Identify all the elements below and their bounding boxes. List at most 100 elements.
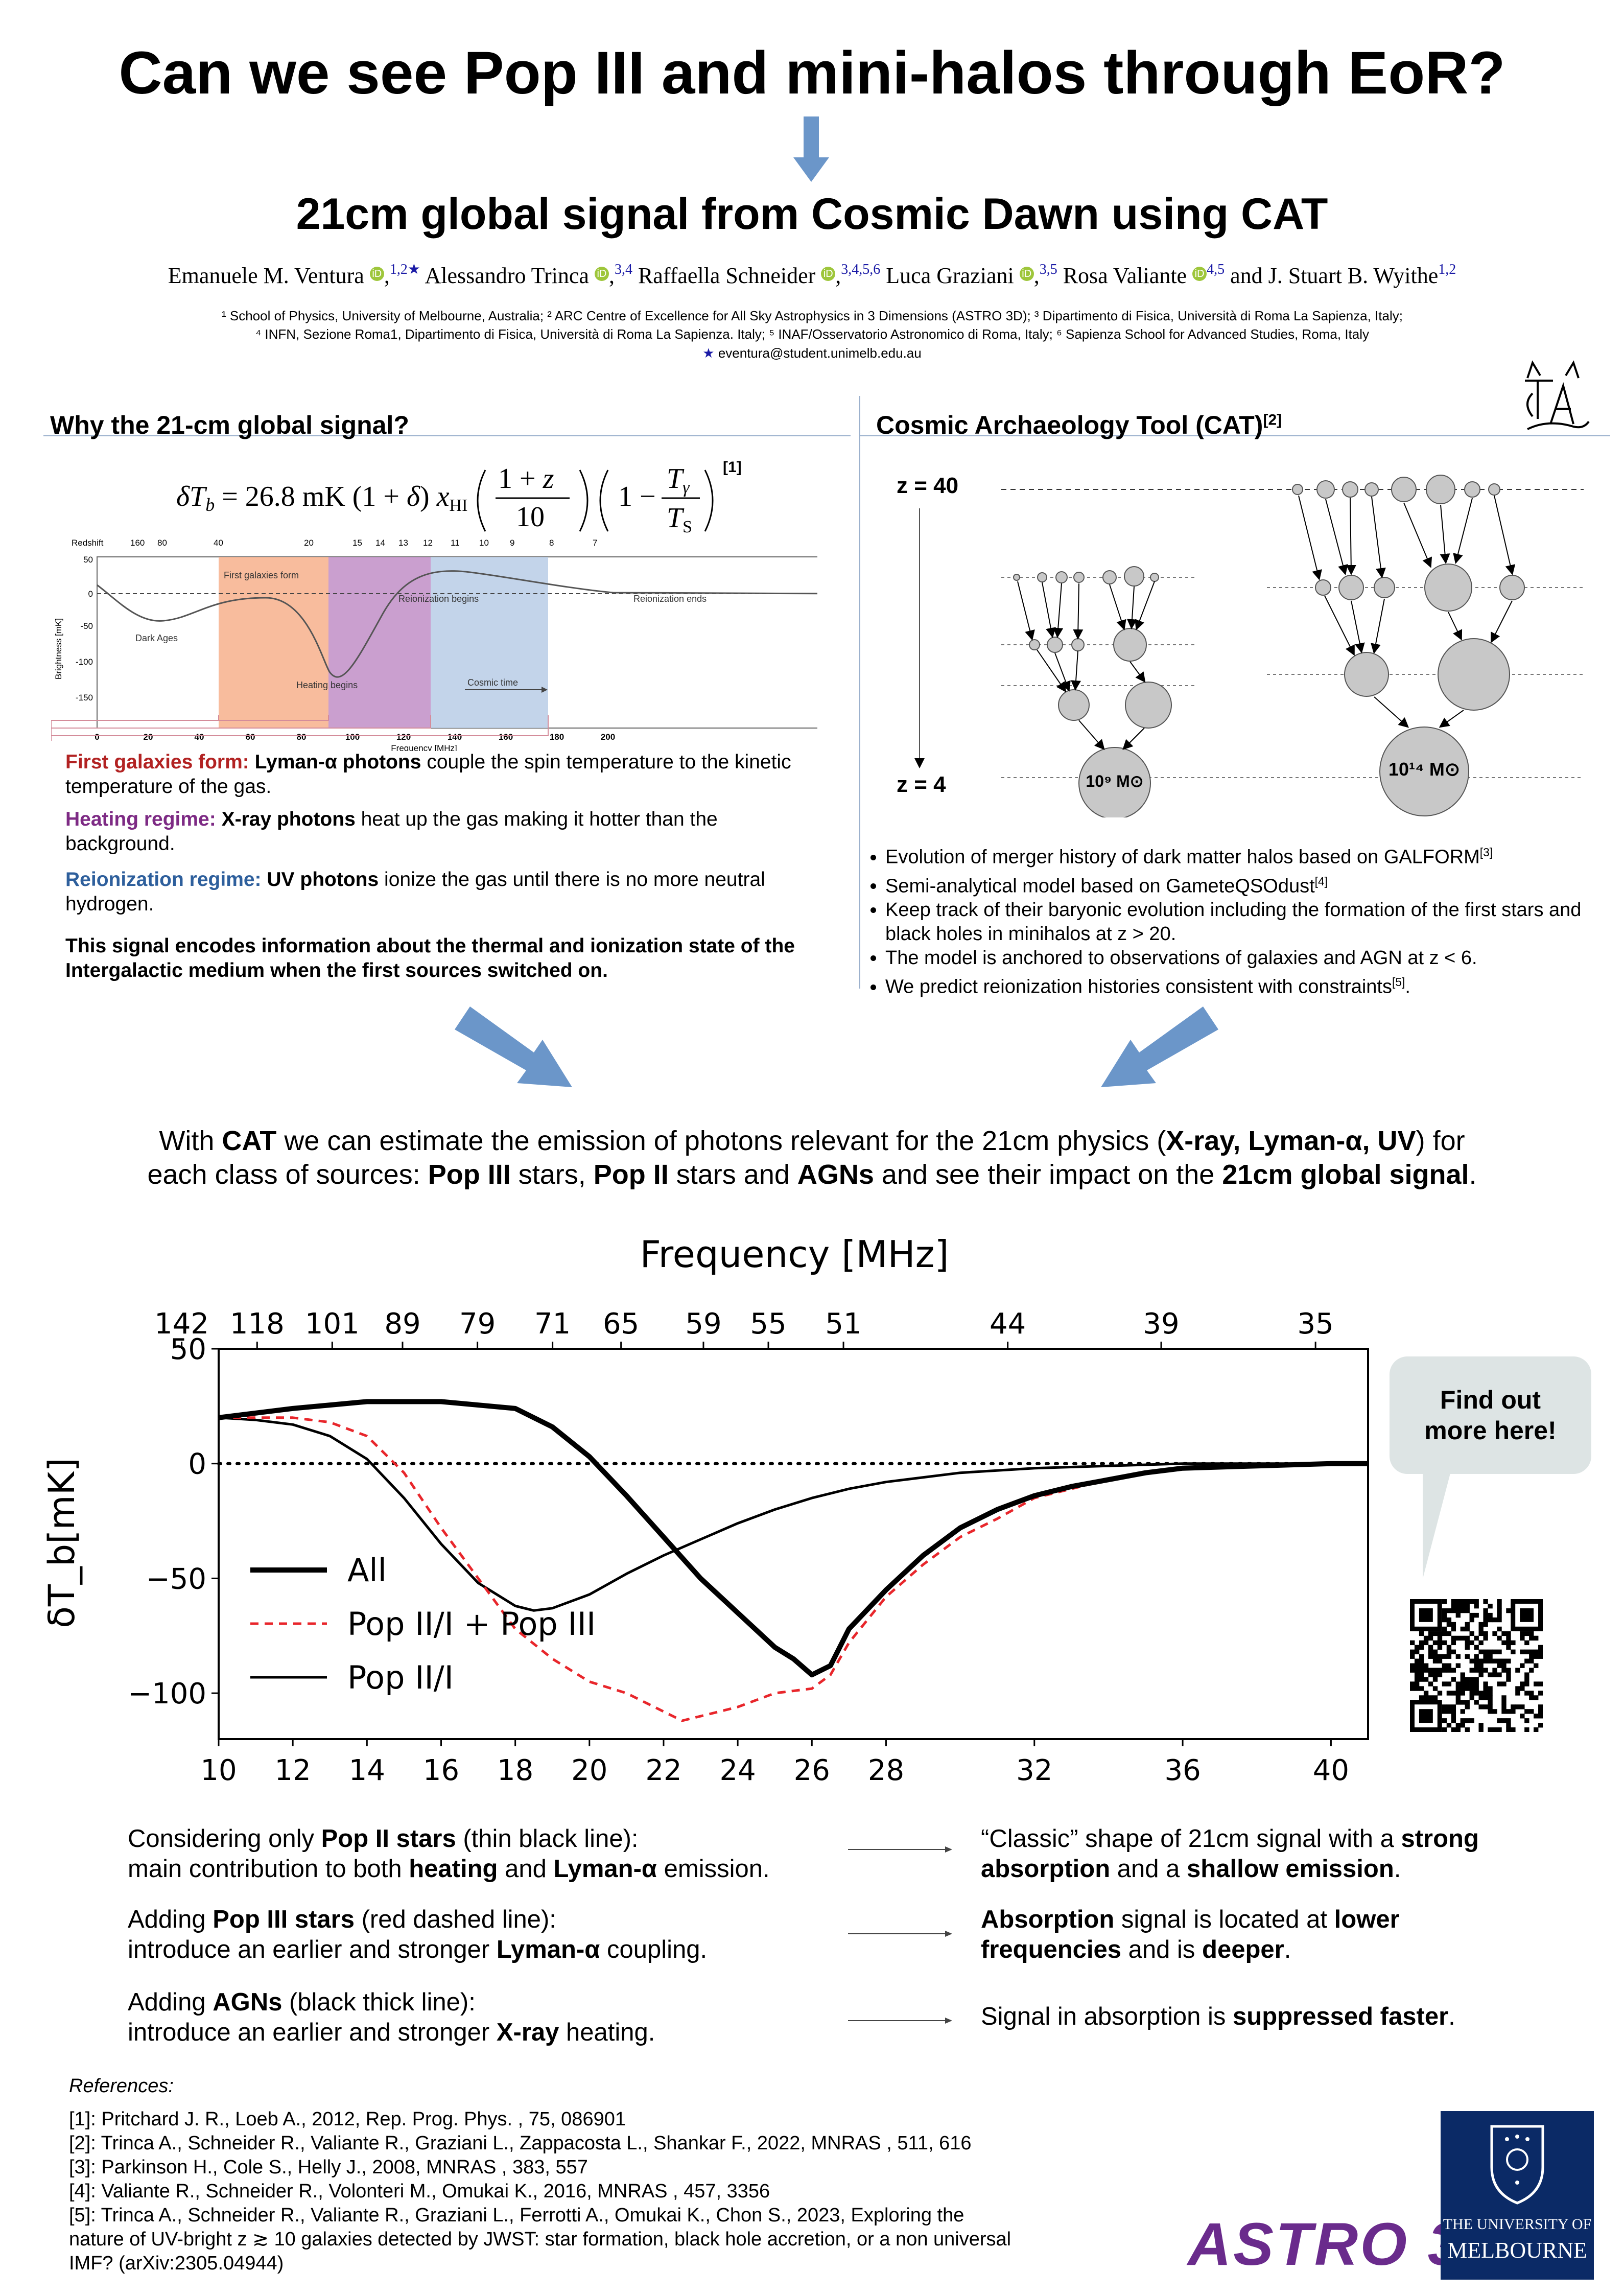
x-tick-label: 40: [195, 732, 204, 742]
svg-text:10: 10: [516, 501, 545, 533]
list-item: Semi-analytical model based on GameteQSO…: [885, 870, 1591, 899]
heating-begins-label: Heating begins: [296, 680, 358, 690]
list-item: Evolution of merger history of dark matt…: [885, 840, 1591, 870]
find-out-text: Find out more here!: [1424, 1386, 1557, 1445]
text: stars,: [510, 1159, 594, 1190]
star-icon: ★: [702, 345, 715, 361]
section-divider: [859, 435, 1610, 436]
svg-text:δTb = 26.8 mK (1 + δ) xHI: δTb = 26.8 mK (1 + δ) xHI: [176, 481, 467, 515]
top-tick-label: 79: [459, 1307, 496, 1341]
xray-term: X-ray photons: [221, 808, 356, 830]
x-tick-label: 10: [200, 1754, 237, 1787]
university-name: MELBOURNE: [1447, 2238, 1587, 2263]
bullet-reference: [4]: [1314, 874, 1328, 888]
bold-text: X-ray, Lyman-α, UV: [1166, 1126, 1416, 1156]
melbourne-crest-icon: [1490, 2125, 1544, 2205]
bold-text: X-ray: [496, 2019, 559, 2046]
reference-item: [1]: Pritchard J. R., Loeb A., 2012, Rep…: [69, 2108, 626, 2130]
legend-label: Pop II/I: [347, 1659, 454, 1696]
z-top-label: z = 40: [897, 473, 958, 498]
bold-text: Pop II stars: [321, 1825, 456, 1853]
bold-text: shallow emission: [1187, 1855, 1394, 1883]
bullet-text: Evolution of merger history of dark matt…: [885, 846, 1480, 868]
bullet-reference: [3]: [1479, 846, 1493, 859]
author-affiliation: 3,4,5,6: [841, 262, 881, 277]
x-tick-label: 160: [499, 732, 513, 742]
orcid-icon: iD: [1019, 267, 1034, 281]
bold-text: absorption: [981, 1855, 1111, 1883]
bold-text: suppressed faster: [1233, 2003, 1449, 2030]
bullet-text: .: [1405, 976, 1410, 998]
first-galaxies-band: [219, 557, 328, 728]
bold-text: AGNs: [797, 1159, 874, 1190]
bold-text: Pop III stars: [213, 1906, 355, 1933]
redshift-tick: 15: [352, 538, 362, 548]
x-tick-label: 16: [423, 1754, 459, 1787]
y-tick-label: 0: [88, 589, 93, 599]
cat-logo: [1525, 360, 1590, 430]
affiliations: ¹ School of Physics, University of Melbo…: [31, 307, 1594, 343]
redshift-tick: 11: [451, 538, 460, 548]
right-section-heading: Cosmic Archaeology Tool (CAT)[2]: [876, 410, 1282, 440]
section-divider: [859, 396, 860, 989]
text: introduce an earlier and stronger: [128, 2019, 497, 2046]
speech-tail: [1423, 1471, 1451, 1579]
text: .: [1284, 1936, 1291, 1963]
y-tick-label: -50: [80, 621, 93, 631]
author-name: Raffaella Schneider: [638, 263, 816, 288]
reionization-term: Reionization regime:: [65, 869, 262, 891]
y-tick-label: 50: [170, 1333, 206, 1366]
affiliations-line: ¹ School of Physics, University of Melbo…: [222, 308, 1403, 323]
heading-reference: [2]: [1263, 411, 1282, 429]
top-tick-label: 35: [1298, 1307, 1334, 1341]
reionization-paragraph: Reionization regime: UV photons ionize t…: [65, 868, 806, 917]
legend-label: All: [347, 1552, 387, 1589]
bullet-reference: [5]: [1392, 975, 1405, 989]
text: heating.: [559, 2019, 655, 2046]
x-tick-label: 20: [571, 1754, 607, 1787]
top-tick-label: 118: [230, 1307, 285, 1341]
qr-code-icon[interactable]: [1410, 1599, 1543, 1732]
text: (thin black line):: [456, 1825, 639, 1853]
conclusion-left: Adding AGNs (black thick line): introduc…: [128, 1987, 853, 2048]
y-tick-label: -100: [76, 657, 93, 667]
x-tick-label: 120: [396, 732, 411, 742]
author-affiliation: 1,2: [1438, 262, 1456, 277]
x-tick-label: 100: [345, 732, 360, 742]
top-tick-label: 89: [384, 1307, 420, 1341]
series-line: [218, 1416, 1368, 1612]
redshift-tick: 12: [423, 538, 433, 548]
statement-line: With CAT we can estimate the emission of…: [0, 1124, 1624, 1158]
y-tick-label: −100: [128, 1677, 206, 1711]
conclusion-right: Absorption signal is located at lower fr…: [981, 1905, 1594, 1965]
legend-label: Pop II/I + Pop III: [347, 1605, 596, 1643]
x-tick-label: 200: [601, 732, 615, 742]
text: we can estimate the emission of photons …: [276, 1126, 1166, 1156]
x-tick-label: 80: [297, 732, 307, 742]
redshift-tick: 160: [130, 538, 145, 548]
y-axis-label: δT_b[mK]: [41, 1458, 83, 1628]
x-tick-label: 140: [448, 732, 462, 742]
references-list: [1]: Pritchard J. R., Loeb A., 2012, Rep…: [69, 2107, 1193, 2276]
author-affiliation: 1,2★: [389, 262, 420, 277]
heating-band: [328, 557, 431, 728]
left-section-heading: Why the 21-cm global signal?: [50, 411, 409, 439]
bullet-text: The model is anchored to observations of…: [885, 947, 1477, 969]
orcid-icon: iD: [369, 267, 384, 281]
x-tick-label: 32: [1016, 1754, 1052, 1787]
text: introduce an earlier and stronger: [128, 1936, 497, 1963]
x-tick-label: 60: [246, 732, 255, 742]
bold-text: CAT: [222, 1126, 277, 1156]
contact-email[interactable]: ★ eventura@student.unimelb.edu.au: [0, 345, 1624, 361]
text: and: [498, 1855, 554, 1883]
x-tick-label: 0: [95, 732, 99, 742]
heading-text: Cosmic Archaeology Tool (CAT): [876, 411, 1263, 439]
x-tick-label: 12: [275, 1754, 311, 1787]
y-tick-label: 50: [83, 555, 93, 565]
text: each class of sources:: [147, 1159, 428, 1190]
bullet-text: Semi-analytical model based on GameteQSO…: [885, 875, 1315, 897]
top-tick-label: 71: [534, 1307, 571, 1341]
uv-term: UV photons: [267, 869, 379, 891]
text: .: [1394, 1855, 1401, 1883]
author-affiliation: 3,4: [614, 262, 632, 277]
